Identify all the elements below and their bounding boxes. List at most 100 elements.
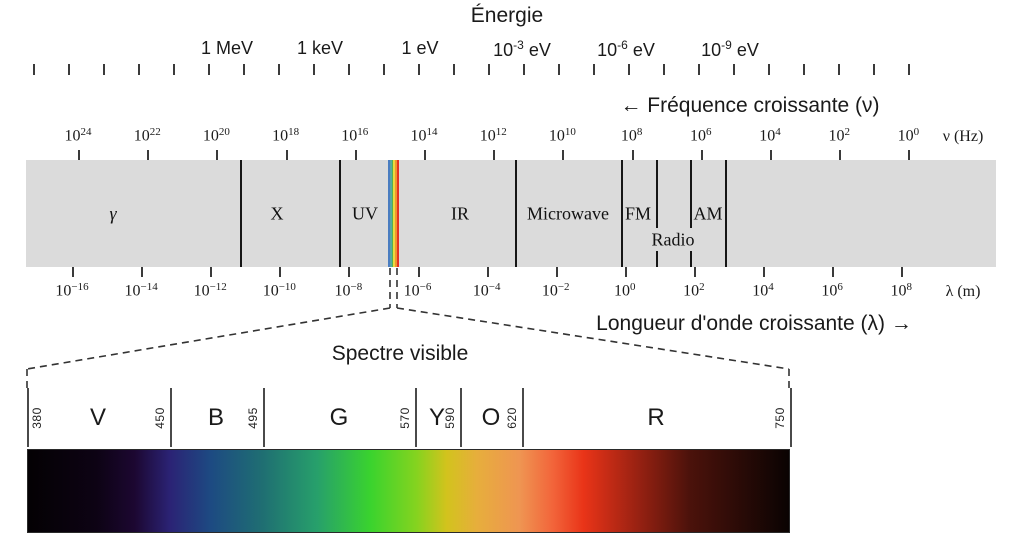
visible-boundary-wavelength: 495 [246, 406, 260, 429]
wavelength-value-label: 10−4 [472, 281, 501, 300]
visible-band-letter: V [89, 403, 107, 431]
energy-tick [68, 64, 70, 75]
energy-title: Énergie [470, 4, 544, 27]
visible-boundary-wavelength: 590 [443, 406, 457, 429]
frequency-tick [562, 150, 565, 160]
visible-boundary-wavelength: 450 [153, 406, 167, 429]
wavelength-tick [417, 267, 420, 277]
wavelength-value-label: 10−8 [334, 281, 363, 300]
wavelength-value-label: 10−16 [55, 281, 89, 300]
wavelength-tick [486, 267, 489, 277]
visible-boundary-line [460, 388, 462, 447]
frequency-value-label: 1014 [410, 126, 438, 145]
wavelength-value-label: 108 [890, 281, 912, 300]
frequency-tick [147, 150, 150, 160]
band-region-label: γ [109, 203, 117, 223]
band-divider-partial-top [690, 160, 692, 228]
energy-tick [138, 64, 140, 75]
visible-band-letter: G [329, 403, 349, 431]
band-divider [621, 160, 623, 267]
visible-light-stripe [393, 160, 396, 267]
energy-tick-label: 1 keV [296, 38, 344, 58]
energy-tick [278, 64, 280, 75]
frequency-value-label: 1012 [479, 126, 507, 145]
wavelength-tick [279, 267, 282, 277]
energy-tick [348, 64, 350, 75]
energy-tick [733, 64, 735, 75]
band-region-label: FM [624, 203, 652, 223]
frequency-tick [770, 150, 772, 160]
energy-tick [803, 64, 805, 75]
wavelength-tick [555, 267, 558, 277]
energy-tick [838, 64, 840, 75]
frequency-tick [354, 150, 357, 160]
visible-boundary-wavelength: 570 [398, 406, 412, 429]
wavelength-tick [141, 267, 144, 277]
frequency-tick [839, 150, 842, 160]
energy-tick-label: 1 eV [401, 38, 439, 58]
energy-tick [313, 64, 315, 75]
energy-tick [593, 64, 595, 75]
wavelength-tick [832, 267, 835, 277]
visible-boundary-line [263, 388, 265, 447]
frequency-value-label: 1024 [64, 126, 92, 145]
energy-tick [558, 64, 560, 75]
band-divider [725, 160, 727, 267]
wavelength-unit-label: λ (m) [945, 283, 981, 300]
frequency-value-label: 1020 [202, 126, 230, 145]
energy-tick [663, 64, 665, 75]
energy-tick [103, 64, 105, 75]
frequency-value-label: 1018 [272, 126, 300, 145]
energy-tick [488, 64, 490, 75]
energy-tick [873, 64, 875, 75]
band-divider [240, 160, 242, 267]
energy-tick [698, 64, 700, 75]
band-divider [515, 160, 517, 267]
wavelength-value-label: 10−10 [262, 281, 296, 300]
wavelength-tick [348, 267, 351, 277]
band-region-label: AM [693, 203, 723, 223]
band-region-label: Microwave [527, 203, 609, 223]
visible-band-letter: R [647, 403, 665, 431]
frequency-tick [631, 150, 634, 160]
wavelength-value-label: 10−2 [541, 281, 570, 300]
wavelength-value-label: 106 [821, 281, 843, 300]
spectrum-band: γ X UV IR Microwave FM AM Radio [26, 160, 996, 267]
wavelength-tick [763, 267, 765, 277]
energy-tick [383, 64, 385, 75]
band-divider [339, 160, 341, 267]
frequency-value-label: 100 [897, 126, 920, 145]
wavelength-tick [693, 267, 696, 277]
energy-tick [628, 64, 630, 75]
energy-tick [173, 64, 175, 75]
visible-light-stripe [397, 160, 399, 267]
visible-light-stripe [389, 160, 392, 267]
energy-tick [453, 64, 455, 75]
visible-boundary-wavelength: 380 [30, 406, 44, 429]
visible-boundary-line [415, 388, 417, 447]
wavelength-tick [210, 267, 213, 277]
frequency-unit-label: ν (Hz) [942, 128, 984, 145]
energy-tick [33, 64, 35, 75]
band-region-label: UV [352, 203, 378, 223]
band-radio-label: Radio [651, 229, 695, 250]
frequency-tick [700, 150, 703, 160]
energy-tick [243, 64, 245, 75]
band-divider-partial-bottom [656, 251, 658, 267]
visible-boundary-wavelength: 750 [773, 406, 787, 429]
wavelength-tick [901, 267, 904, 277]
frequency-value-label: 1010 [548, 126, 576, 145]
frequency-tick [424, 150, 426, 160]
visible-boundary-line [170, 388, 172, 447]
frequency-value-label: 104 [759, 126, 781, 145]
frequency-tick [908, 150, 911, 160]
energy-tick-label: 10-9 eV [701, 38, 759, 60]
frequency-tick [216, 150, 219, 160]
wavelength-direction-label: Longueur d'onde croissante (λ) → [596, 312, 912, 335]
visible-band-letter: Y [428, 403, 446, 431]
wavelength-value-label: 100 [614, 281, 636, 300]
frequency-value-label: 106 [690, 126, 712, 145]
wavelength-value-label: 10−12 [193, 281, 227, 300]
visible-light-stripe [395, 160, 398, 267]
